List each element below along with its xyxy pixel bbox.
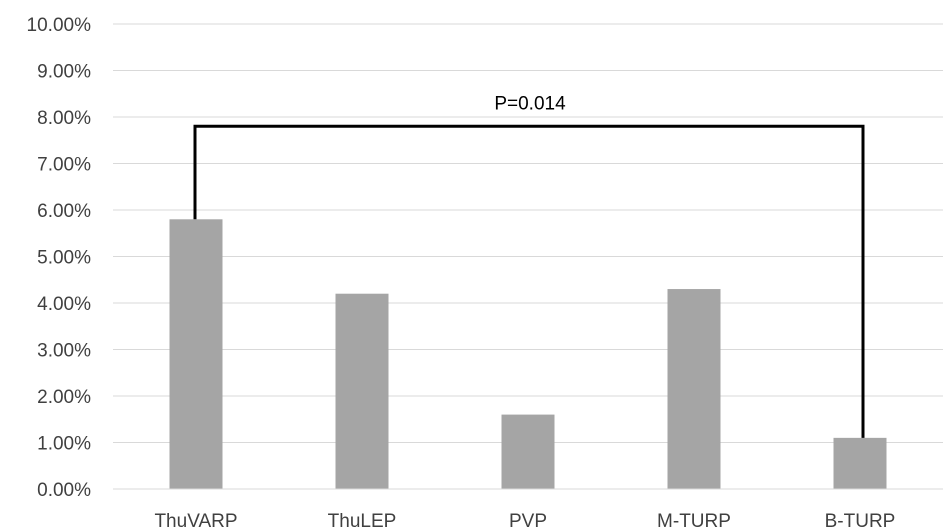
y-tick-label: 8.00% <box>37 108 91 129</box>
y-tick-label: 10.00% <box>27 15 92 36</box>
y-axis-tick-labels: 0.00% 1.00% 2.00% 3.00% 4.00% 5.00% 6.00% 7.00%… <box>27 15 92 501</box>
x-category-label: ThuLEP <box>328 511 397 529</box>
significance-annotation: P=0.014 <box>193 93 865 438</box>
x-category-label: M-TURP <box>657 511 731 529</box>
x-axis-category-labels: ThuVARP ThuLEP PVP M-TURP B-TURP <box>154 511 895 529</box>
bar-thuvarp <box>169 219 223 490</box>
y-tick-label: 5.00% <box>37 248 91 269</box>
y-tick-label: 1.00% <box>37 434 91 455</box>
bar-b-turp <box>833 437 887 489</box>
x-category-label: B-TURP <box>825 511 896 529</box>
x-category-label: ThuVARP <box>154 511 237 529</box>
significance-bracket <box>193 124 865 438</box>
y-tick-label: 2.00% <box>37 387 91 408</box>
gridlines <box>113 23 943 443</box>
y-tick-label: 4.00% <box>37 294 91 315</box>
bar-thulep <box>335 293 389 489</box>
bar-pvp <box>501 414 555 489</box>
x-category-label: PVP <box>509 511 547 529</box>
bars <box>169 219 887 490</box>
y-tick-label: 3.00% <box>37 341 91 362</box>
y-tick-label: 7.00% <box>37 155 91 176</box>
y-tick-label: 6.00% <box>37 201 91 222</box>
p-value-label: P=0.014 <box>494 93 566 114</box>
bar-m-turp <box>667 289 721 489</box>
y-tick-label: 0.00% <box>37 480 91 501</box>
y-tick-label: 9.00% <box>37 62 91 83</box>
